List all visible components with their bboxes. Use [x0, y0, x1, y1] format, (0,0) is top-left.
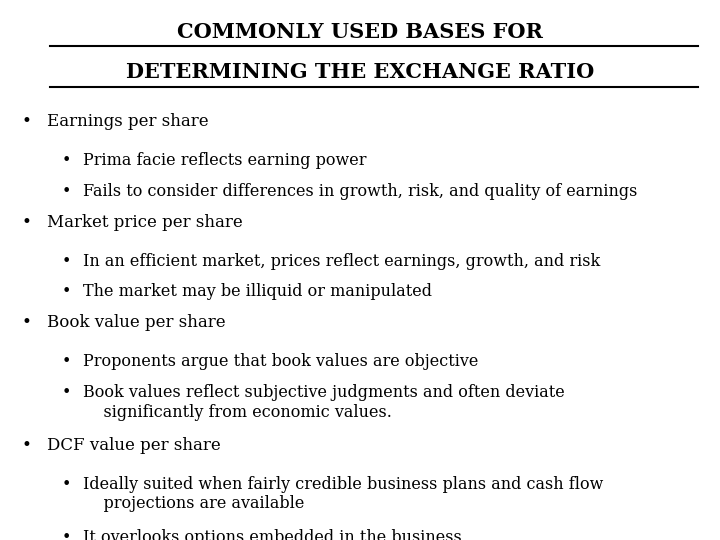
- Text: The market may be illiquid or manipulated: The market may be illiquid or manipulate…: [83, 284, 432, 300]
- Text: In an efficient market, prices reflect earnings, growth, and risk: In an efficient market, prices reflect e…: [83, 253, 600, 269]
- Text: COMMONLY USED BASES FOR: COMMONLY USED BASES FOR: [177, 22, 543, 42]
- Text: Earnings per share: Earnings per share: [47, 113, 208, 130]
- Text: Ideally suited when fairly credible business plans and cash flow
    projections: Ideally suited when fairly credible busi…: [83, 476, 603, 512]
- Text: DCF value per share: DCF value per share: [47, 437, 220, 454]
- Text: DETERMINING THE EXCHANGE RATIO: DETERMINING THE EXCHANGE RATIO: [126, 62, 594, 82]
- Text: Proponents argue that book values are objective: Proponents argue that book values are ob…: [83, 353, 478, 370]
- Text: Fails to consider differences in growth, risk, and quality of earnings: Fails to consider differences in growth,…: [83, 183, 637, 200]
- Text: •: •: [61, 152, 71, 169]
- Text: •: •: [22, 113, 32, 130]
- Text: •: •: [61, 529, 71, 540]
- Text: •: •: [61, 183, 71, 200]
- Text: Book values reflect subjective judgments and often deviate
    significantly fro: Book values reflect subjective judgments…: [83, 384, 564, 421]
- Text: •: •: [61, 284, 71, 300]
- Text: •: •: [22, 437, 32, 454]
- Text: •: •: [61, 353, 71, 370]
- Text: •: •: [61, 384, 71, 401]
- Text: It overlooks options embedded in the business: It overlooks options embedded in the bus…: [83, 529, 462, 540]
- Text: Book value per share: Book value per share: [47, 314, 225, 331]
- Text: Market price per share: Market price per share: [47, 214, 243, 231]
- Text: •: •: [22, 214, 32, 231]
- Text: Prima facie reflects earning power: Prima facie reflects earning power: [83, 152, 366, 169]
- Text: •: •: [61, 253, 71, 269]
- Text: •: •: [61, 476, 71, 492]
- Text: •: •: [22, 314, 32, 331]
